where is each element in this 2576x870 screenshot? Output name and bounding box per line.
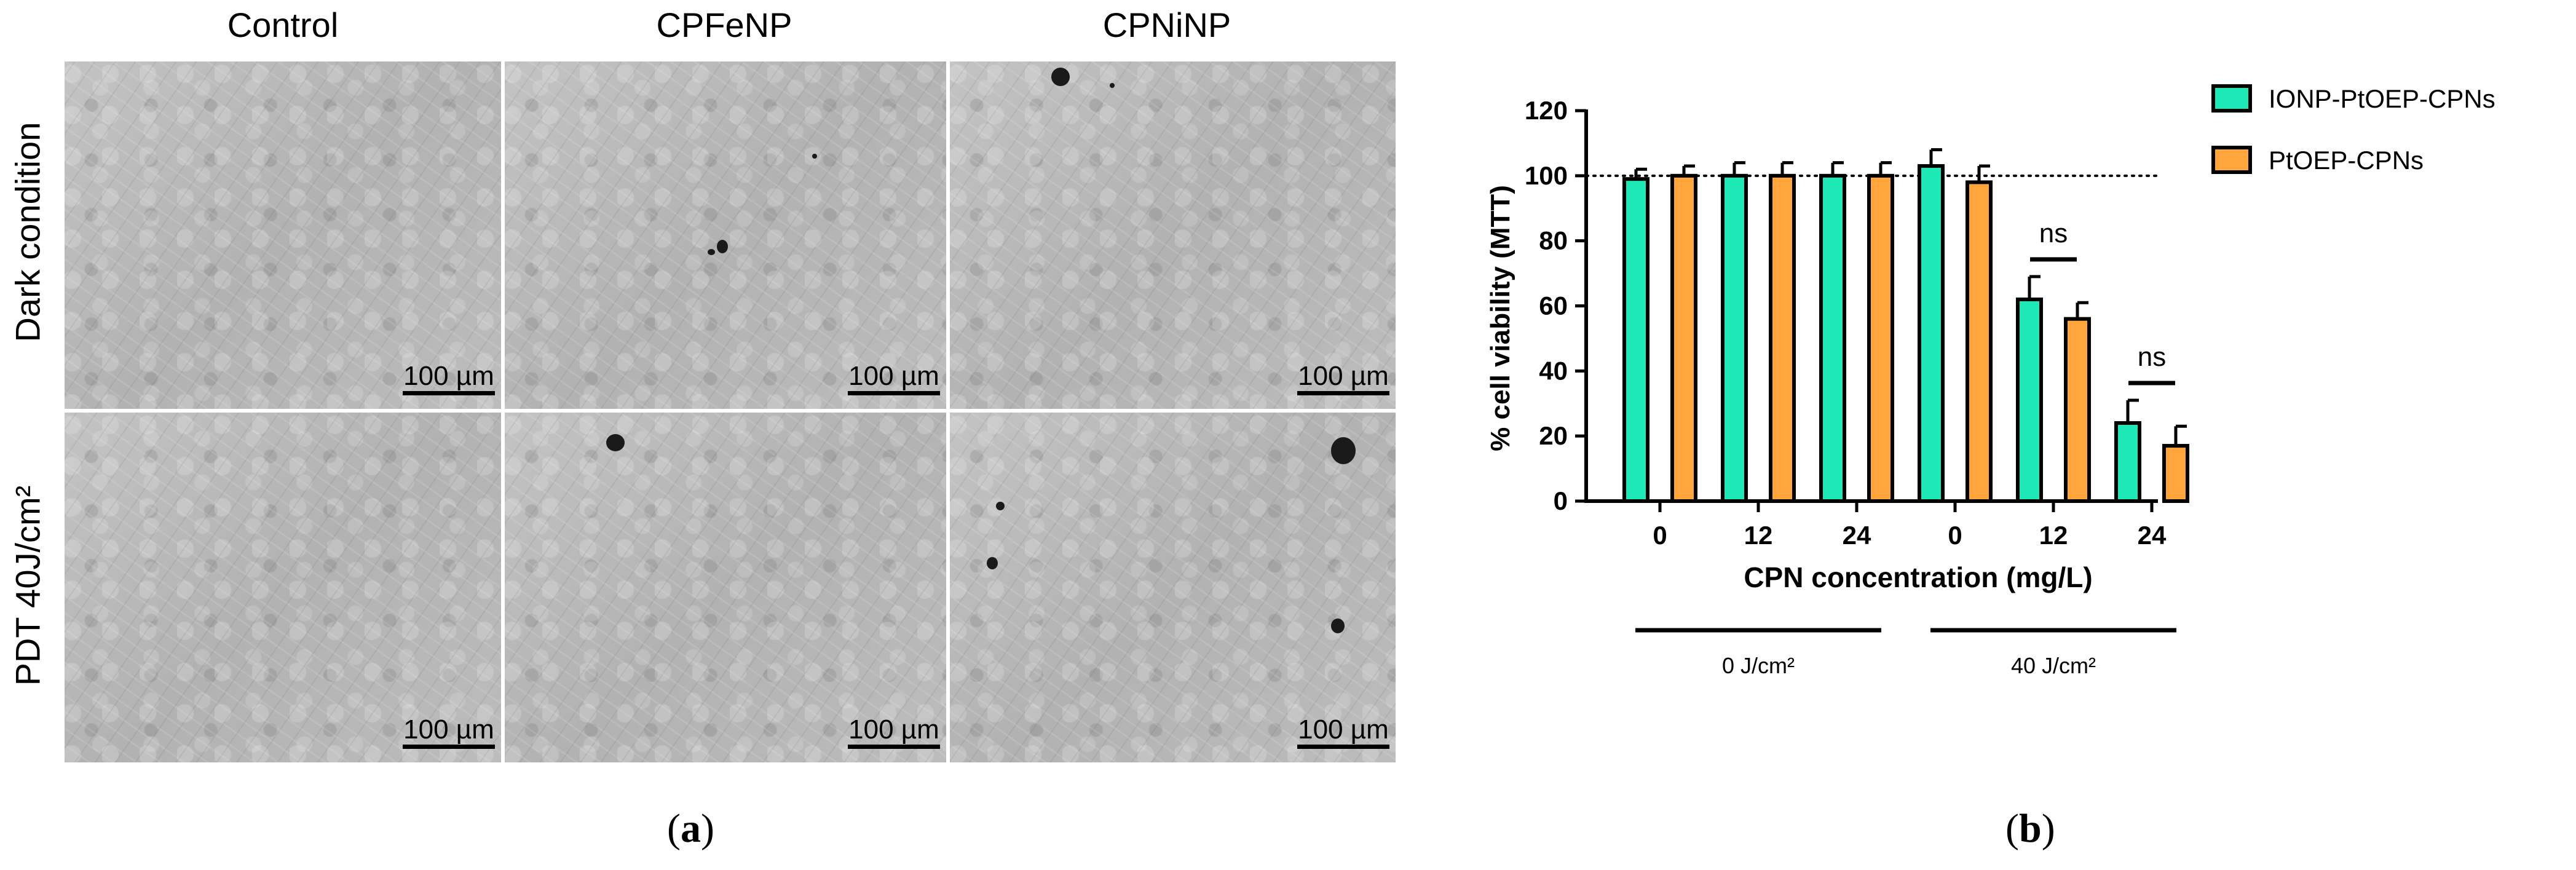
bar [1769,173,1796,504]
bar [1966,180,1993,503]
group-label: 40 J/cm² [2011,653,2096,678]
scale-bar: 100 µm [1297,716,1389,749]
bar [2016,297,2043,503]
y-tick-label: 0 [1554,486,1568,515]
bar [1867,173,1894,504]
scale-bar: 100 µm [403,363,495,395]
bar [1918,164,1945,504]
legend-swatch [2211,146,2252,174]
bar [2064,317,2091,503]
micrograph-cpfenp-pdt: 100 µm [505,413,946,762]
micrograph-control-dark: 100 µm [65,61,501,409]
bar [1721,173,1748,504]
divider-horizontal [65,409,1396,413]
y-tick-label: 100 [1525,161,1568,190]
x-tick-label: 24 [1843,521,1871,550]
cell-viability-chart: 0 20 40 60 80 100 120 0 12 24 0 12 24 CPN concentrati… [1485,84,2495,678]
significance-label: ns [2039,218,2068,248]
scale-bar: 100 µm [848,363,940,395]
micrograph-control-pdt: 100 µm [65,413,501,762]
y-tick-label: 40 [1539,356,1568,385]
micrograph-cpninp-dark: 100 µm [950,61,1396,409]
significance-label: ns [2138,342,2166,372]
x-tick-label: 24 [2138,521,2167,550]
group-label: 0 J/cm² [1722,653,1795,678]
scale-bar: 100 µm [1297,363,1389,395]
x-tick-label: 0 [1653,521,1667,550]
panel-label-b: (b) [2005,806,2055,851]
legend-swatch [2211,84,2252,113]
x-tick-label: 12 [2039,521,2068,550]
x-tick-label: 12 [1744,521,1773,550]
y-axis-title: % cell viability (MTT) [1485,185,1515,451]
row-label-dark: Dark condition [8,122,47,342]
y-tick-label: 60 [1539,291,1568,320]
column-header-control: Control [227,6,339,44]
micrograph-cpfenp-dark: 100 µm [505,61,946,409]
scale-bar: 100 µm [848,716,940,749]
bar [1819,173,1846,504]
legend-label: IONP-PtOEP-CPNs [2269,84,2495,113]
y-tick-label: 120 [1525,96,1568,125]
bar [2162,444,2189,504]
column-header-cpninp: CPNiNP [1102,6,1231,44]
column-header-cpfenp: CPFeNP [656,6,792,44]
y-tick-label: 20 [1539,421,1568,450]
panel-label-a: (a) [667,806,714,851]
bar [1622,177,1650,503]
x-tick-label: 0 [1948,521,1962,550]
bar [1670,173,1697,504]
micrograph-cpninp-pdt: 100 µm [950,413,1396,762]
legend-label: PtOEP-CPNs [2269,146,2424,175]
bar [2114,421,2141,503]
micrograph-grid: 100 µm 100 µm 100 µm 100 µm 100 µm [65,61,1396,762]
row-label-pdt: PDT 40J/cm² [8,485,47,686]
x-axis-title: CPN concentration (mg/L) [1744,561,2092,593]
scale-bar: 100 µm [403,716,495,749]
y-tick-label: 80 [1539,226,1568,255]
